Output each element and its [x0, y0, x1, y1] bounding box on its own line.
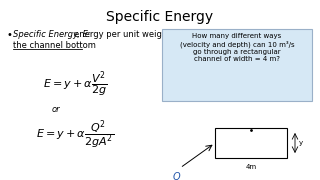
Text: energy per unit weight of the fluid: energy per unit weight of the fluid [74, 30, 219, 39]
Text: or: or [52, 105, 60, 114]
Text: $E = y + \alpha\dfrac{V^2}{2g}$: $E = y + \alpha\dfrac{V^2}{2g}$ [43, 70, 107, 100]
Bar [215, 128, 287, 158]
Text: How many different ways
(velocity and depth) can 10 m³/s
go through a rectangula: How many different ways (velocity and de… [180, 33, 294, 62]
FancyBboxPatch shape [162, 29, 312, 101]
Text: y: y [299, 140, 303, 146]
Text: $E = y + \alpha\dfrac{Q^2}{2gA^2}$: $E = y + \alpha\dfrac{Q^2}{2gA^2}$ [36, 118, 114, 151]
Text: the channel bottom: the channel bottom [13, 41, 96, 50]
Text: •: • [6, 30, 12, 40]
Text: relative to: relative to [196, 30, 239, 39]
Text: 4m: 4m [245, 164, 257, 170]
Text: Specific Energy, E:: Specific Energy, E: [13, 30, 91, 39]
Text: Q: Q [173, 172, 180, 180]
Text: Specific Energy: Specific Energy [107, 10, 213, 24]
